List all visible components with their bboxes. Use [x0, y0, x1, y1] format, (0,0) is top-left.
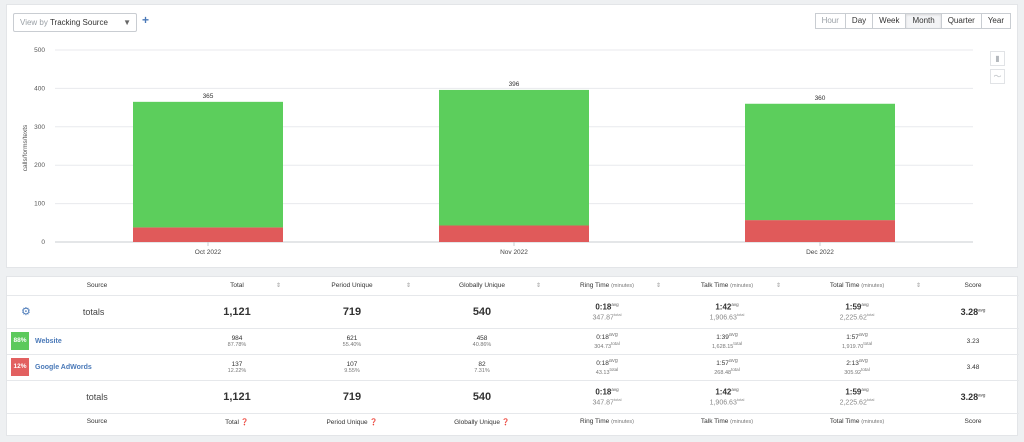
view-by-prefix: View by	[20, 18, 48, 27]
help-icon: ❓	[369, 418, 378, 426]
y-tick-label: 300	[34, 124, 45, 131]
y-tick-label: 200	[34, 162, 45, 169]
totals-score: 3.28	[960, 306, 979, 317]
foot-source[interactable]: Source	[7, 412, 187, 430]
y-axis: 0 100 200 300 400 500	[34, 47, 45, 246]
bar-segment-red	[439, 225, 589, 242]
period-year-button[interactable]: Year	[980, 13, 1011, 29]
totals-row-bottom: totals 1,121 719 540 0:18avg 347.87total …	[7, 379, 1019, 413]
foot-globally-unique[interactable]: Globally Unique ❓	[417, 412, 547, 430]
share-badge: 12%	[11, 358, 29, 376]
foot-ring-time[interactable]: Ring Time (minutes)	[547, 412, 667, 430]
bar-segment-red	[745, 220, 895, 242]
totals-time-total: 2,225.62	[839, 313, 867, 321]
totals-ring-total: 347.87	[592, 313, 614, 321]
period-selector: Hour Day Week Month Quarter Year	[814, 13, 1011, 29]
chart-bars: 365 396 360	[133, 81, 895, 242]
table-row[interactable]: 88% Website 984 87.78% 621 55.40% 458 40.86%…	[7, 327, 1019, 354]
bar-total-label: 360	[815, 95, 826, 102]
col-talk-time[interactable]: Talk Time (minutes) ⇕	[700, 282, 781, 290]
x-axis: Oct 2022 Nov 2022 Dec 2022	[195, 242, 834, 256]
gear-icon[interactable]: ⚙	[21, 306, 31, 318]
sort-icon: ⇕	[775, 283, 781, 289]
col-source[interactable]: Source	[86, 282, 108, 290]
totals-talk-avg: 1:42	[715, 302, 732, 312]
y-tick-label: 400	[34, 85, 45, 92]
bar-total-label: 365	[203, 93, 214, 100]
x-tick-label: Dec 2022	[806, 249, 834, 256]
x-tick-label: Oct 2022	[195, 249, 222, 256]
foot-total[interactable]: Total ❓	[187, 412, 287, 430]
stats-table: Source Total ⇕ Period Unique ⇕ Globally Un…	[7, 277, 1019, 430]
source-link[interactable]: Google AdWords	[35, 363, 92, 371]
bar-segment-green	[745, 103, 895, 221]
totals-label: totals	[82, 306, 105, 317]
col-globally-unique[interactable]: Globally Unique ⇕	[459, 282, 541, 290]
source-link[interactable]: Website	[35, 337, 62, 345]
y-tick-label: 500	[34, 47, 45, 54]
bar-segment-green	[439, 89, 589, 226]
totals-period-unique: 719	[342, 305, 362, 318]
help-icon: ❓	[501, 418, 510, 426]
chart-panel: View by Tracking Source ▼ + Hour Day Wee…	[6, 4, 1018, 268]
chart-type-toggle: ▮ 〜	[990, 51, 1005, 87]
col-total[interactable]: Total ⇕	[230, 282, 281, 290]
bar-segment-red	[133, 227, 283, 242]
line-chart-icon[interactable]: 〜	[990, 69, 1005, 84]
totals-time-avg: 1:59	[845, 302, 862, 312]
bar-chart-icon[interactable]: ▮	[990, 51, 1005, 66]
view-by-value: Tracking Source	[49, 18, 108, 27]
chevron-down-icon: ▼	[123, 18, 131, 27]
y-tick-label: 0	[41, 239, 45, 246]
x-tick-label: Nov 2022	[500, 249, 528, 256]
col-ring-time[interactable]: Ring Time (minutes) ⇕	[580, 282, 661, 290]
totals-ring-avg: 0:18	[595, 302, 612, 312]
totals-row: ⚙ totals 1,121 719 540 0:18avg 347.87tota…	[7, 294, 1019, 328]
help-icon: ❓	[240, 418, 249, 426]
sort-icon: ⇕	[405, 283, 411, 289]
stats-table-panel: Source Total ⇕ Period Unique ⇕ Globally Un…	[6, 276, 1019, 436]
share-badge: 88%	[11, 332, 29, 350]
bar-segment-green	[133, 101, 283, 228]
sort-icon: ⇕	[915, 283, 921, 289]
chart: 0 100 200 300 400 500 365 396 360 Oct 2022 Nov 2…	[22, 47, 973, 256]
bar-total-label: 396	[509, 81, 520, 88]
col-score[interactable]: Score	[964, 282, 982, 290]
foot-talk-time[interactable]: Talk Time (minutes)	[667, 412, 787, 430]
sort-icon: ⇕	[655, 283, 661, 289]
col-period-unique[interactable]: Period Unique ⇕	[331, 282, 411, 290]
foot-total-time[interactable]: Total Time (minutes)	[787, 412, 927, 430]
sort-icon: ⇕	[535, 283, 541, 289]
totals-talk-total: 1,906.63	[709, 313, 737, 321]
period-week-button[interactable]: Week	[872, 13, 907, 29]
foot-period-unique[interactable]: Period Unique ❓	[287, 412, 417, 430]
period-quarter-button[interactable]: Quarter	[940, 13, 982, 29]
col-total-time[interactable]: Total Time (minutes) ⇕	[829, 282, 921, 290]
view-by-select[interactable]: View by Tracking Source ▼	[13, 13, 137, 32]
y-axis-label: calls/forms/texts	[22, 124, 29, 171]
y-tick-label: 100	[34, 201, 45, 208]
add-icon[interactable]: +	[142, 13, 150, 27]
foot-score[interactable]: Score	[927, 412, 1019, 430]
table-row[interactable]: 12% Google AdWords 137 12.22% 107 9.55% 82 7…	[7, 353, 1019, 380]
totals-globally-unique: 540	[472, 305, 492, 318]
table-footer-row: Source Total ❓ Period Unique ❓ Globally …	[7, 412, 1019, 430]
totals-total: 1,121	[223, 305, 251, 318]
sort-icon: ⇕	[275, 283, 281, 289]
table-header-row: Source Total ⇕ Period Unique ⇕ Globally Un…	[7, 277, 1019, 295]
